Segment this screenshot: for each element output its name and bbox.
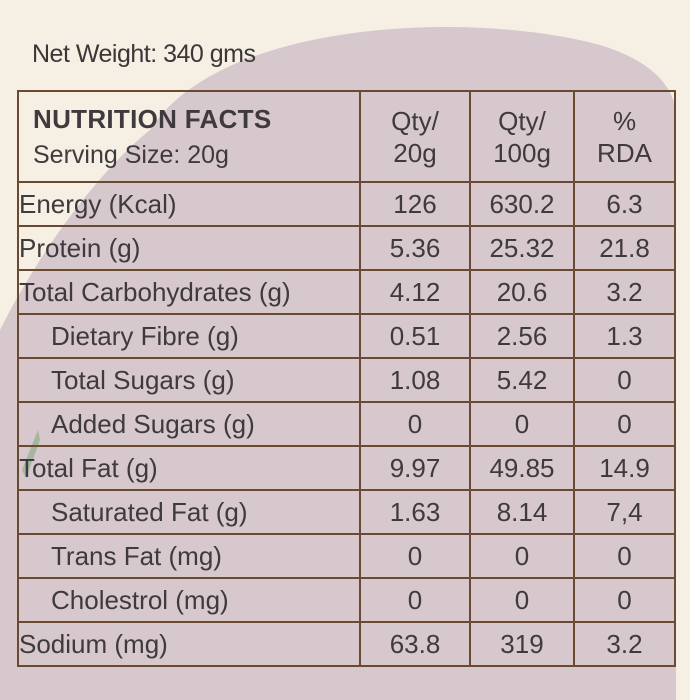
nutrient-label: Total Fat (g): [17, 445, 361, 491]
qty-20g-value: 1.08: [359, 357, 471, 403]
qty-100g-value: 49.85: [469, 445, 575, 491]
table-row: Total Carbohydrates (g) 4.12 20.6 3.2: [17, 269, 676, 315]
qty-20g-value: 5.36: [359, 225, 471, 271]
table-row: Added Sugars (g) 0 0 0: [17, 401, 676, 447]
rda-value: 3.2: [573, 269, 676, 315]
table-row: Energy (Kcal) 126 630.2 6.3: [17, 181, 676, 227]
rda-value: 0: [573, 577, 676, 623]
qty-20g-value: 4.12: [359, 269, 471, 315]
qty-20g-value: 126: [359, 181, 471, 227]
nutrient-label: Total Carbohydrates (g): [17, 269, 361, 315]
qty-100g-value: 8.14: [469, 489, 575, 535]
table-row: Protein (g) 5.36 25.32 21.8: [17, 225, 676, 271]
qty-20g-value: 0: [359, 401, 471, 447]
qty-100g-value: 0: [469, 577, 575, 623]
qty-100g-value: 0: [469, 401, 575, 447]
nutrient-label: Cholestrol (mg): [17, 577, 361, 623]
nutrient-label: Total Sugars (g): [17, 357, 361, 403]
table-header-row: NUTRITION FACTS Serving Size: 20g Qty/ 2…: [17, 90, 676, 183]
serving-size: Serving Size: 20g: [33, 140, 229, 169]
table-row: Sodium (mg) 63.8 319 3.2: [17, 621, 676, 667]
nutrient-label: Sodium (mg): [17, 621, 361, 667]
table-row: Total Fat (g) 9.97 49.85 14.9: [17, 445, 676, 491]
nutrition-facts-table: NUTRITION FACTS Serving Size: 20g Qty/ 2…: [17, 90, 676, 667]
table-body: Energy (Kcal) 126 630.2 6.3 Protein (g) 5.36 2…: [17, 181, 676, 667]
column-header-qty-20g: Qty/ 20g: [359, 90, 471, 183]
rda-value: 7,4: [573, 489, 676, 535]
rda-value: 14.9: [573, 445, 676, 491]
rda-value: 0: [573, 401, 676, 447]
qty-100g-value: 2.56: [469, 313, 575, 359]
nutrient-label: Saturated Fat (g): [17, 489, 361, 535]
rda-value: 1.3: [573, 313, 676, 359]
qty-100g-value: 630.2: [469, 181, 575, 227]
nutrient-label: Trans Fat (mg): [17, 533, 361, 579]
qty-20g-value: 0.51: [359, 313, 471, 359]
net-weight: Net Weight: 340 gms: [32, 40, 256, 68]
table-row: Total Sugars (g) 1.08 5.42 0: [17, 357, 676, 403]
nutrient-label: Protein (g): [17, 225, 361, 271]
column-header-qty-100g: Qty/ 100g: [469, 90, 575, 183]
qty-20g-value: 1.63: [359, 489, 471, 535]
rda-value: 0: [573, 357, 676, 403]
nutrient-label: Added Sugars (g): [17, 401, 361, 447]
qty-20g-value: 0: [359, 577, 471, 623]
qty-20g-value: 63.8: [359, 621, 471, 667]
table-row: Dietary Fibre (g) 0.51 2.56 1.3: [17, 313, 676, 359]
nutrient-label: Energy (Kcal): [17, 181, 361, 227]
rda-value: 6.3: [573, 181, 676, 227]
table-title: NUTRITION FACTS: [33, 103, 272, 134]
column-header-rda: % RDA: [573, 90, 676, 183]
qty-100g-value: 0: [469, 533, 575, 579]
qty-100g-value: 20.6: [469, 269, 575, 315]
qty-20g-value: 0: [359, 533, 471, 579]
rda-value: 3.2: [573, 621, 676, 667]
qty-100g-value: 319: [469, 621, 575, 667]
qty-20g-value: 9.97: [359, 445, 471, 491]
header-title-cell: NUTRITION FACTS Serving Size: 20g: [17, 90, 361, 183]
qty-100g-value: 25.32: [469, 225, 575, 271]
rda-value: 0: [573, 533, 676, 579]
nutrient-label: Dietary Fibre (g): [17, 313, 361, 359]
table-row: Trans Fat (mg) 0 0 0: [17, 533, 676, 579]
rda-value: 21.8: [573, 225, 676, 271]
table-row: Cholestrol (mg) 0 0 0: [17, 577, 676, 623]
table-row: Saturated Fat (g) 1.63 8.14 7,4: [17, 489, 676, 535]
qty-100g-value: 5.42: [469, 357, 575, 403]
